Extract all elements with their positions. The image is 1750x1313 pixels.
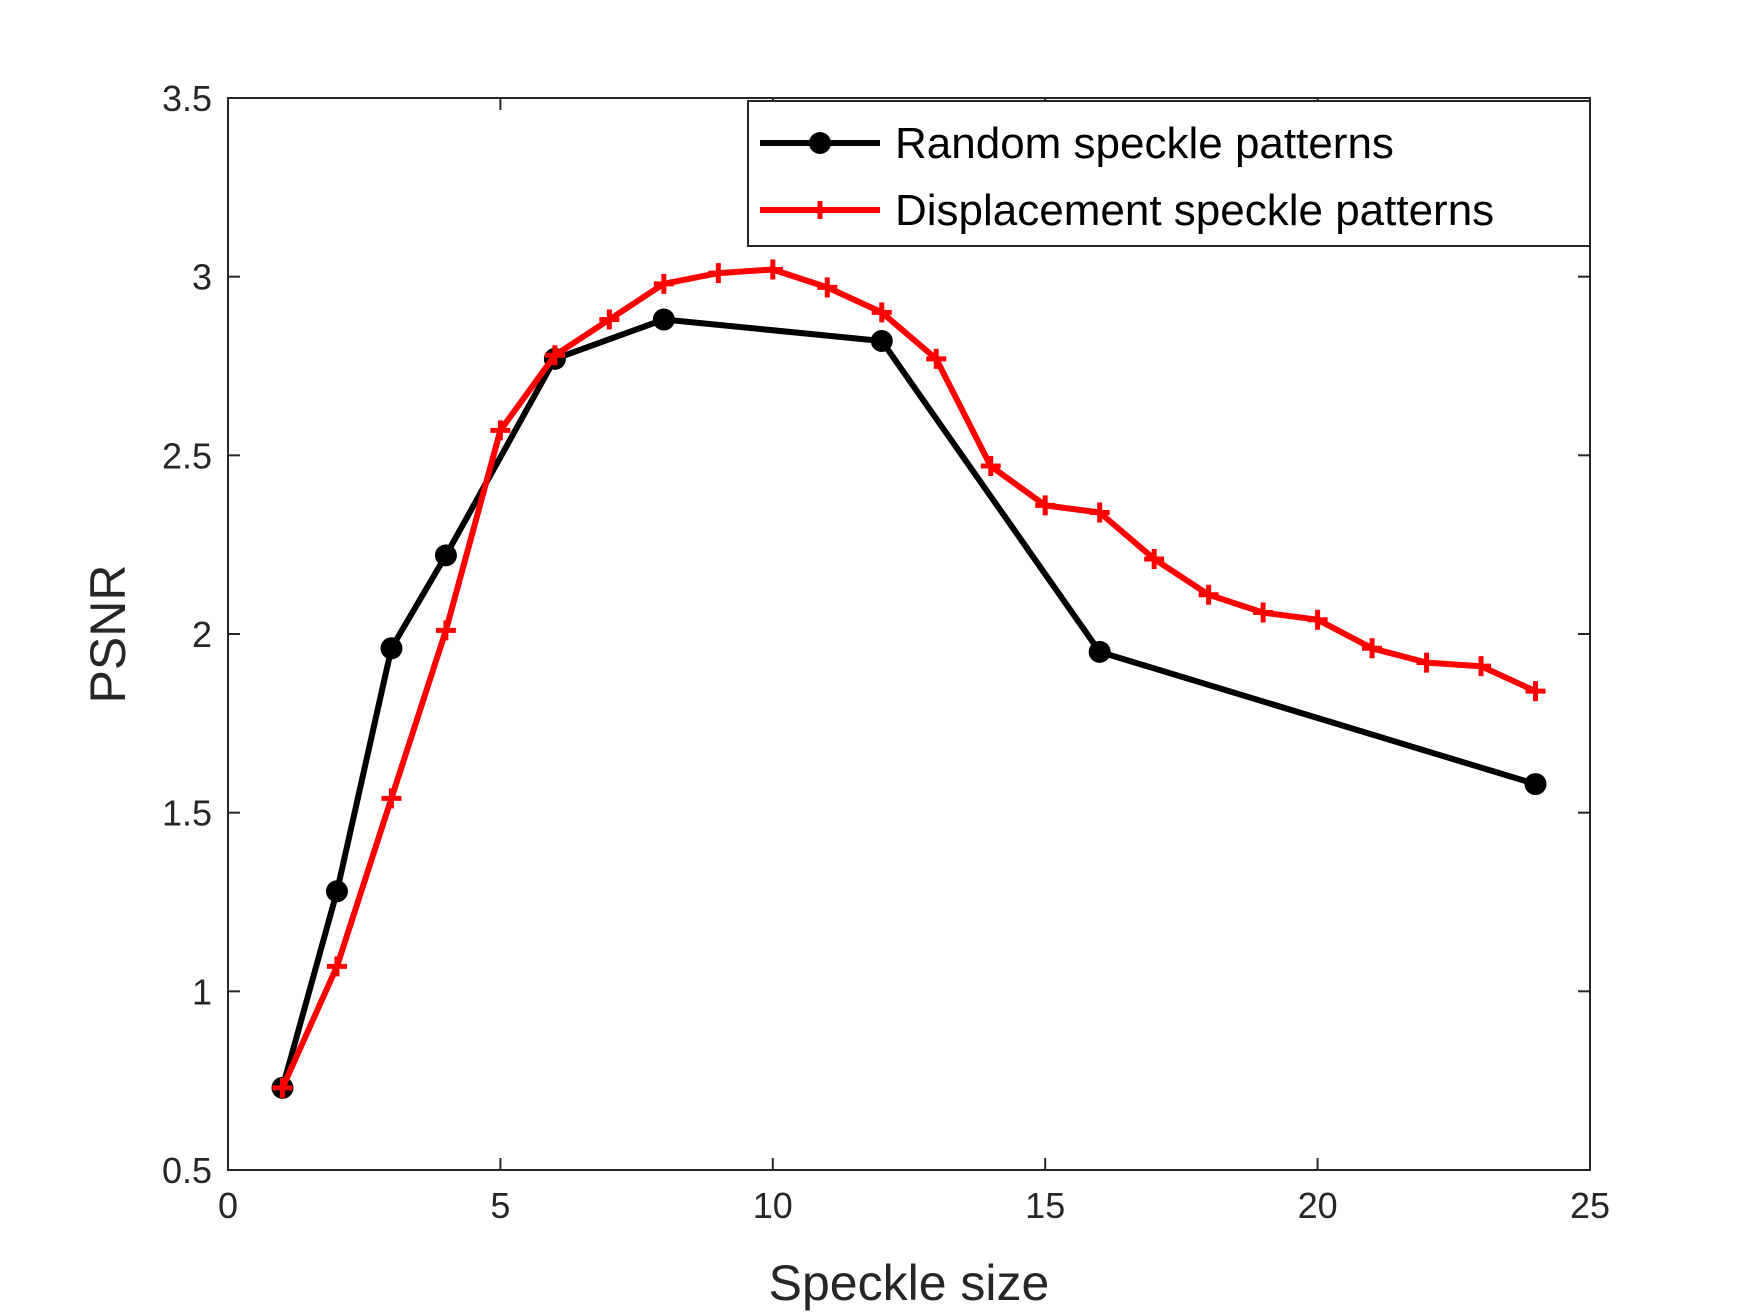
x-tick-label: 0: [218, 1185, 238, 1226]
x-tick-label: 20: [1298, 1185, 1338, 1226]
data-point: [1525, 681, 1546, 702]
data-point: [1144, 548, 1165, 569]
data-point: [434, 544, 457, 567]
data-point: [708, 263, 729, 284]
legend-box: [747, 100, 1591, 247]
data-point: [1089, 502, 1110, 523]
data-point: [380, 637, 403, 660]
data-point: [653, 273, 674, 294]
legend: Random speckle patterns Displacement spe…: [747, 100, 1591, 247]
data-point: [1362, 638, 1383, 659]
data-point: [544, 345, 565, 366]
data-point: [1088, 640, 1111, 663]
data-point: [926, 348, 947, 369]
legend-label-displacement: Displacement speckle patterns: [895, 186, 1494, 235]
series-line: [279, 266, 1537, 1090]
data-point: [435, 620, 456, 641]
y-axis-title: PSNR: [80, 565, 136, 704]
data-point: [1253, 602, 1274, 623]
x-tick-label: 10: [753, 1185, 793, 1226]
data-point: [599, 309, 620, 330]
data-point: [980, 456, 1001, 477]
data-point: [1416, 652, 1437, 673]
y-tick-label: 1: [192, 971, 212, 1012]
data-point: [325, 880, 348, 903]
data-point: [326, 956, 347, 977]
data-point: [272, 1077, 293, 1098]
data-point: [817, 277, 838, 298]
y-tick-label: 0.5: [162, 1150, 212, 1191]
y-tick-label: 2: [192, 614, 212, 655]
legend-label-random: Random speckle patterns: [895, 119, 1394, 168]
data-point: [762, 259, 783, 280]
plot-area: [227, 97, 1591, 1171]
data-point: [1198, 584, 1219, 605]
legend-marker-displacement: [811, 201, 829, 219]
series-displacement: [272, 259, 1546, 1098]
data-point: [1471, 656, 1492, 677]
data-point: [871, 302, 892, 323]
data-point: [1035, 495, 1056, 516]
y-tick-label: 1.5: [162, 793, 212, 834]
data-point: [490, 420, 511, 441]
data-point: [870, 329, 893, 352]
y-tick-label: 3: [192, 257, 212, 298]
data-point: [1524, 773, 1547, 796]
data-point: [652, 308, 675, 331]
x-tick-label: 15: [1025, 1185, 1065, 1226]
x-axis-title: Speckle size: [769, 1255, 1050, 1311]
x-tick-label: 5: [490, 1185, 510, 1226]
legend-marker-random: [809, 132, 831, 154]
data-point: [1307, 609, 1328, 630]
data-point: [381, 788, 402, 809]
y-tick-label: 2.5: [162, 435, 212, 476]
series-layer: [271, 259, 1547, 1099]
y-tick-label: 3.5: [162, 78, 212, 119]
axis-ticks: 0 5 10 15 20 25 0.5 1 1.5 2 2.5 3 3.5: [162, 78, 1610, 1226]
x-tick-label: 25: [1570, 1185, 1610, 1226]
